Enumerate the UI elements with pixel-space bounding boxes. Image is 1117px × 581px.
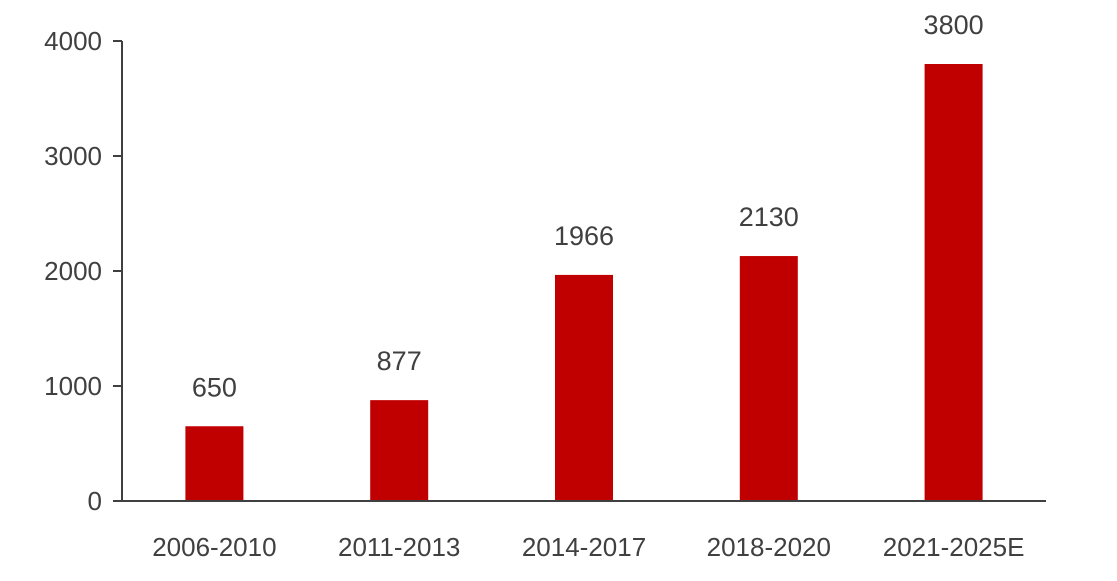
y-tick-label: 3000	[44, 141, 102, 171]
y-tick-label: 1000	[44, 371, 102, 401]
data-label: 2130	[739, 202, 799, 232]
bar	[739, 256, 798, 501]
data-label: 877	[377, 346, 422, 376]
data-label: 1966	[554, 221, 614, 251]
y-tick-label: 2000	[44, 256, 102, 286]
x-tick-label: 2006-2010	[152, 532, 276, 562]
x-tick-label: 2011-2013	[338, 532, 460, 562]
data-label: 3800	[924, 10, 984, 40]
y-tick-label: 4000	[44, 26, 102, 56]
y-tick-label: 0	[88, 486, 102, 516]
x-tick-label: 2018-2020	[707, 532, 831, 562]
y-axis: 0 1000 2000 3000 4000	[44, 26, 123, 516]
bar	[924, 64, 983, 501]
bars: 650 877 1966 2130 3800	[185, 10, 984, 501]
bar	[370, 400, 429, 501]
bar	[555, 274, 613, 501]
x-axis: 2006-2010 2011-2013 2014-2017 2018-2020 2021…	[122, 500, 1046, 562]
data-label: 650	[192, 372, 237, 402]
x-tick-label: 2021-2025E	[883, 532, 1025, 562]
x-tick-label: 2014-2017	[522, 532, 646, 562]
bar	[185, 426, 244, 501]
